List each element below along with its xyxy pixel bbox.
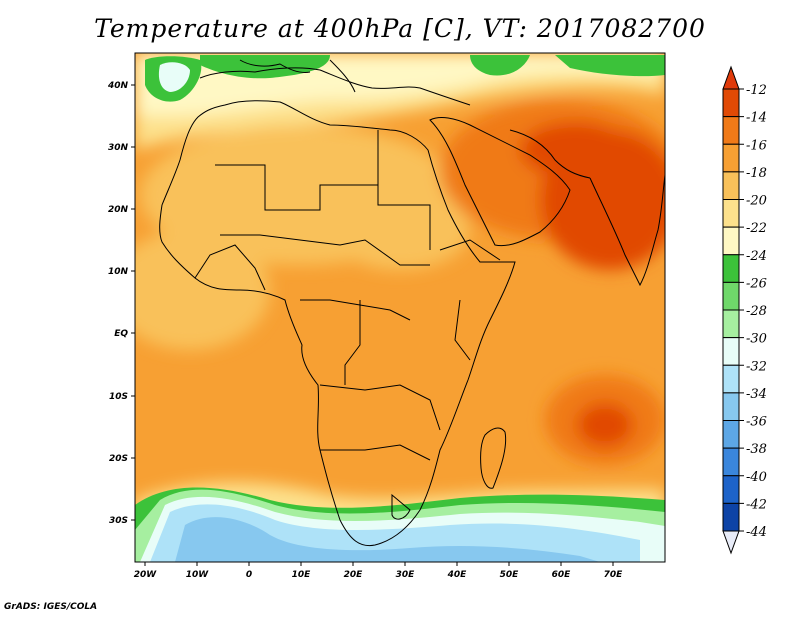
lon-label-50e: 50E bbox=[500, 570, 520, 580]
colorbar-box bbox=[722, 364, 740, 394]
colorbar-label: -20 bbox=[746, 194, 767, 209]
field-south-blue bbox=[175, 517, 600, 562]
lon-label-20e: 20E bbox=[344, 570, 364, 580]
colorbar-label: -24 bbox=[746, 249, 767, 264]
colorbar-label: -14 bbox=[746, 111, 767, 126]
colorbar-box bbox=[722, 116, 740, 145]
colorbar-labels: -12 -14 -16 -18 -20 -22 -24 -26 -28 -30 -32 -34 -36 -… bbox=[739, 83, 767, 540]
colorbar-box bbox=[722, 171, 740, 200]
iran-coast bbox=[509, 129, 591, 179]
lat-label-eq: EQ bbox=[114, 329, 128, 339]
field-far-ne-green bbox=[555, 55, 665, 77]
colorbar: -12 -14 -16 -18 -20 -22 -24 -26 -28 -30 -32 -34 -36 -… bbox=[722, 65, 767, 555]
india-outline bbox=[589, 174, 665, 287]
colorbar-box bbox=[722, 309, 740, 339]
lon-label-10w: 10W bbox=[186, 570, 210, 580]
lon-labels: 20W 10W 0 10E 20E 30E 40E 50E 60E 70E bbox=[134, 570, 623, 580]
madagascar-outline bbox=[480, 427, 507, 489]
field-io-core bbox=[577, 403, 633, 447]
colorbar-label: -30 bbox=[746, 332, 767, 347]
arabia-outline bbox=[429, 117, 571, 247]
colorbar-label: -16 bbox=[746, 138, 767, 153]
lat-axis bbox=[131, 84, 135, 521]
border-8 bbox=[454, 299, 471, 361]
colorbar-label: -44 bbox=[746, 525, 767, 540]
italy-coast bbox=[329, 59, 356, 93]
colorbar-label: -36 bbox=[746, 415, 767, 430]
border-10 bbox=[439, 239, 501, 261]
colorbar-boxes bbox=[722, 88, 740, 532]
lat-label-20n: 20N bbox=[108, 205, 129, 215]
border-6 bbox=[320, 444, 431, 461]
map-frame bbox=[134, 52, 666, 563]
field-ne-green bbox=[470, 55, 530, 76]
border-2 bbox=[377, 185, 431, 250]
temperature-field bbox=[135, 53, 665, 562]
lon-label-30e: 30E bbox=[396, 570, 416, 580]
field-arabia-core bbox=[520, 122, 630, 178]
border-9 bbox=[194, 244, 266, 291]
lesotho bbox=[391, 493, 411, 520]
colorbar-box bbox=[722, 254, 740, 283]
colorbar-label: -32 bbox=[746, 359, 767, 374]
colorbar-box bbox=[722, 281, 740, 311]
lon-label-0: 0 bbox=[246, 570, 252, 580]
colorbar-box bbox=[722, 199, 740, 228]
colorbar-label: -22 bbox=[746, 221, 767, 236]
colorbar-box bbox=[722, 420, 740, 449]
lat-label-40n: 40N bbox=[107, 81, 129, 91]
field-sudan bbox=[330, 190, 470, 270]
lon-label-70e: 70E bbox=[604, 570, 624, 580]
lon-label-40e: 40E bbox=[447, 570, 468, 580]
lat-label-10n: 10N bbox=[108, 267, 129, 277]
field-med-green bbox=[200, 55, 330, 79]
colorbar-label: -12 bbox=[746, 83, 767, 98]
colorbar-box bbox=[722, 226, 740, 256]
map-title: Temperature at 400hPa [C], VT: 201708270… bbox=[94, 14, 706, 43]
colorbar-box bbox=[722, 447, 740, 477]
colorbar-label: -28 bbox=[746, 304, 767, 319]
colorbar-box bbox=[722, 143, 740, 173]
lon-axis bbox=[144, 562, 614, 566]
border-7 bbox=[344, 300, 361, 385]
colorbar-box bbox=[722, 392, 740, 421]
lon-label-60e: 60E bbox=[552, 570, 572, 580]
colorbar-label: -38 bbox=[746, 442, 767, 457]
field-west-africa bbox=[135, 230, 270, 350]
lat-label-30n: 30N bbox=[108, 143, 129, 153]
colorbar-box bbox=[722, 475, 740, 504]
colorbar-top-arrow bbox=[722, 65, 740, 90]
colorbar-bottom-arrow bbox=[722, 530, 740, 555]
grads-credit: GrADS: IGES/COLA bbox=[4, 602, 98, 612]
lon-label-10e: 10E bbox=[292, 570, 312, 580]
colorbar-label: -42 bbox=[746, 497, 767, 512]
lat-label-10s: 10S bbox=[109, 392, 128, 402]
field-nw-pale bbox=[158, 62, 190, 92]
colorbar-label: -26 bbox=[746, 276, 767, 291]
lat-labels: 40N 30N 20N 10N EQ 10S 20S 30S bbox=[107, 81, 129, 526]
lat-label-20s: 20S bbox=[109, 454, 128, 464]
europe-coast bbox=[199, 67, 471, 106]
colorbar-box bbox=[722, 337, 740, 366]
colorbar-label: -18 bbox=[746, 166, 767, 181]
colorbar-label: -40 bbox=[746, 470, 767, 485]
colorbar-box bbox=[722, 88, 740, 118]
border-3 bbox=[220, 234, 430, 266]
border-5 bbox=[319, 384, 441, 431]
coastlines bbox=[159, 59, 665, 547]
lon-label-20w: 20W bbox=[134, 570, 158, 580]
colorbar-box bbox=[722, 502, 740, 532]
iberia-coast bbox=[239, 59, 311, 73]
africa-outline bbox=[159, 100, 516, 547]
lat-label-30s: 30S bbox=[109, 516, 128, 526]
colorbar-label: -34 bbox=[746, 387, 767, 402]
